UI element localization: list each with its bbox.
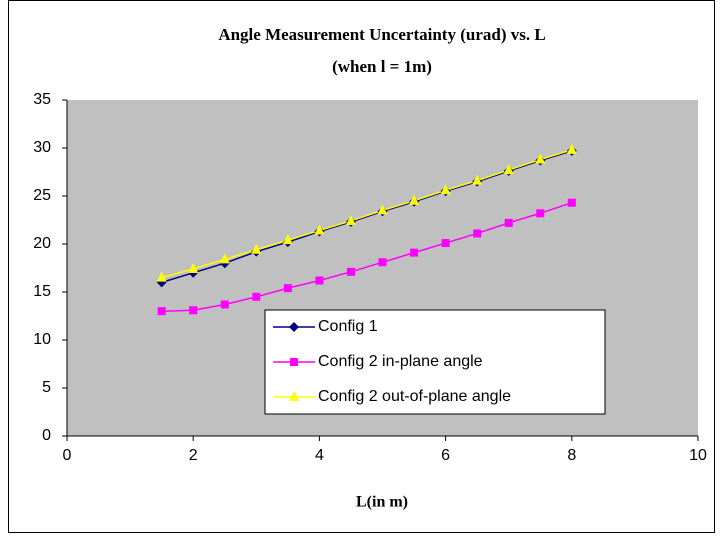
chart-title: Angle Measurement Uncertainty (urad) vs.… xyxy=(218,25,545,44)
marker xyxy=(219,253,230,264)
marker xyxy=(188,262,199,273)
marker xyxy=(535,153,546,164)
x-tick-label: 0 xyxy=(63,447,72,464)
marker xyxy=(473,229,482,238)
marker xyxy=(283,284,292,293)
legend-label: Config 2 out-of-plane angle xyxy=(318,388,511,405)
x-axis-label: L(in m) xyxy=(356,494,408,511)
marker xyxy=(377,204,388,215)
y-tick-label: 10 xyxy=(33,331,51,348)
marker xyxy=(345,214,356,225)
marker xyxy=(410,248,419,257)
marker xyxy=(157,307,166,316)
x-tick-label: 10 xyxy=(689,447,707,464)
marker xyxy=(378,258,387,267)
series-line xyxy=(161,149,573,279)
marker xyxy=(441,239,450,248)
legend-marker xyxy=(290,358,298,366)
marker xyxy=(503,164,514,175)
marker xyxy=(440,184,451,195)
legend-marker xyxy=(289,391,299,401)
marker xyxy=(156,271,167,282)
marker xyxy=(566,143,577,154)
marker xyxy=(189,306,198,315)
y-tick-label: 20 xyxy=(33,235,51,252)
marker xyxy=(282,234,293,245)
y-tick-label: 25 xyxy=(33,187,51,204)
marker xyxy=(252,292,261,301)
marker xyxy=(251,243,262,254)
x-tick-label: 2 xyxy=(189,447,198,464)
y-tick-label: 30 xyxy=(33,139,51,156)
legend-box xyxy=(264,309,606,415)
y-tick-label: 35 xyxy=(33,91,51,108)
series-line xyxy=(161,150,573,284)
y-tick-label: 15 xyxy=(33,283,51,300)
legend-marker xyxy=(289,322,299,332)
x-tick-label: 8 xyxy=(567,447,576,464)
marker xyxy=(220,300,229,309)
x-tick-label: 6 xyxy=(441,447,450,464)
marker xyxy=(314,224,325,235)
marker xyxy=(504,218,513,227)
marker xyxy=(409,194,420,205)
marker xyxy=(567,198,576,207)
series-line xyxy=(161,202,573,312)
x-tick-label: 4 xyxy=(315,447,324,464)
marker xyxy=(536,209,545,218)
marker xyxy=(315,276,324,285)
legend-label: Config 1 xyxy=(318,318,378,335)
marker xyxy=(346,267,355,276)
chart-subtitle: (when l = 1m) xyxy=(332,57,432,76)
y-tick-label: 0 xyxy=(42,427,51,444)
legend-label: Config 2 in-plane angle xyxy=(318,353,483,370)
y-tick-label: 5 xyxy=(42,379,51,396)
marker xyxy=(472,174,483,185)
